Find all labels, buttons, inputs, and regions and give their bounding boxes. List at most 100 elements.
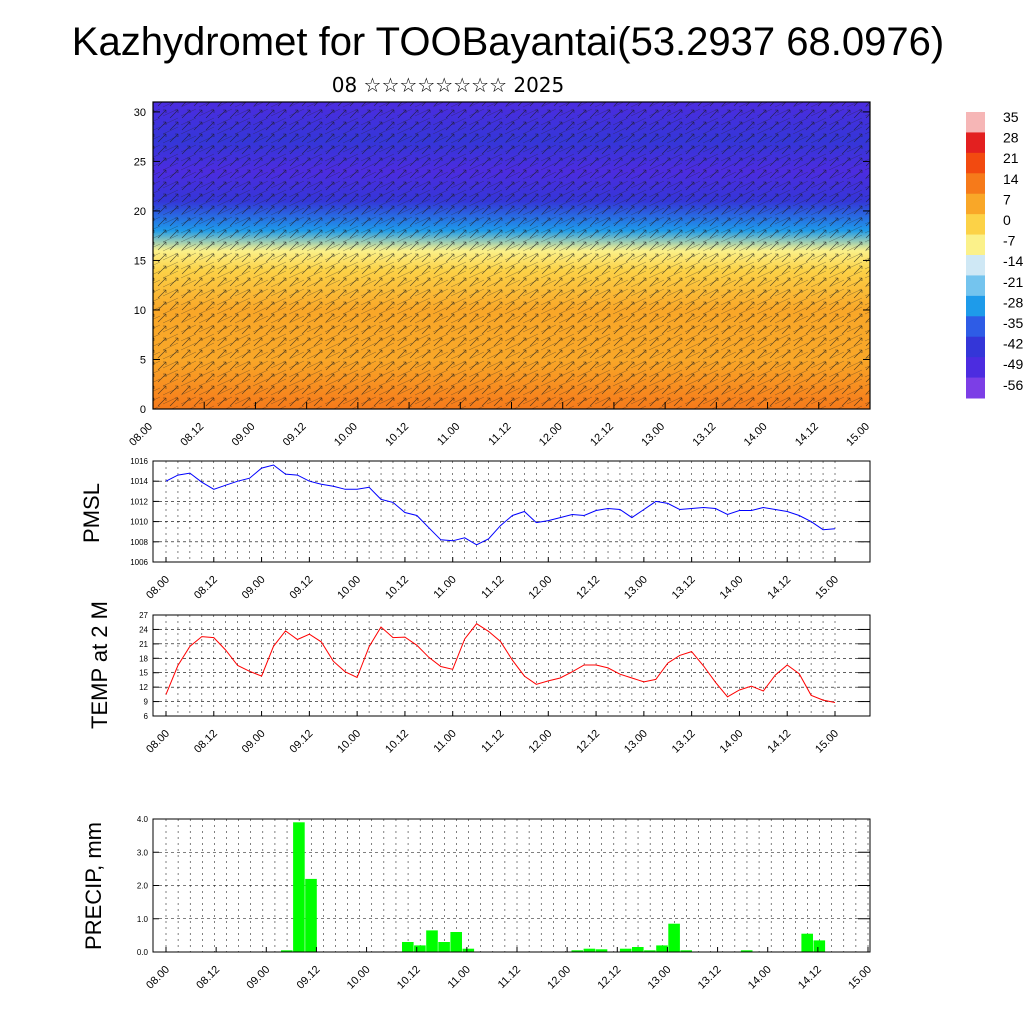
pmsl-series-line: [165, 464, 836, 546]
pmsl-y-axis: 1006 1008 1010 1012 1014 1016: [130, 457, 870, 567]
precip-bar: [632, 947, 644, 952]
pmsl-panel: 1006 1008 1010 1012 1014 1016 08.00 08.12 09.00…: [79, 457, 871, 602]
colorbar-label: 35: [1003, 109, 1019, 125]
section-xtick-label: 12.00: [537, 421, 565, 449]
temp-ytick-label: 15: [139, 669, 148, 678]
section-xtick-label: 09.12: [281, 421, 309, 449]
colorbar-segment: [966, 152, 985, 174]
precip-xtick-label: 12.12: [595, 964, 623, 992]
colorbar-segment: [966, 193, 985, 215]
pmsl-x-axis: 08.00 08.12 09.00 09.12 10.00 10.12 11.00 11.12…: [144, 557, 841, 602]
precip-xtick-label: 09.00: [244, 964, 272, 992]
precip-ytick-label: 2.0: [137, 882, 149, 891]
precip-xtick-label: 10.12: [395, 964, 423, 992]
precip-ylabel: PRECIP, mm: [81, 822, 106, 950]
precip-grid: [153, 818, 870, 953]
precip-xtick-label: 10.00: [345, 964, 373, 992]
section-ytick-label: 25: [134, 156, 146, 168]
section-xtick-label: 13.12: [691, 421, 719, 449]
colorbar-label: 7: [1003, 191, 1011, 207]
pmsl-ytick-label: 1016: [130, 457, 148, 466]
colorbar-segment: [966, 132, 985, 154]
section-y-axis: 0 5 10 15 20 25 30: [134, 107, 870, 416]
temp-x-axis: 08.00 08.12 09.00 09.12 10.00 10.12 11.00 11.12…: [144, 711, 841, 756]
precip-bar: [414, 945, 426, 952]
precip-xtick-label: 11.12: [496, 964, 523, 991]
wind-vectors-secondary: [153, 102, 870, 409]
precip-frame: [152, 818, 871, 953]
section-ytick-label: 30: [134, 107, 146, 119]
temp-xtick-label: 11.12: [479, 728, 506, 755]
colorbar-segment: [966, 357, 985, 379]
pmsl-xtick-label: 08.12: [192, 574, 220, 602]
pmsl-xtick-label: 10.00: [335, 574, 363, 602]
temp-grid: [153, 614, 870, 717]
precip-bar: [813, 940, 826, 952]
pmsl-ytick-label: 1014: [130, 477, 148, 486]
temp-frame: [152, 614, 871, 717]
precip-xtick-label: 15.00: [846, 964, 874, 992]
colorbar-segment: [966, 234, 985, 256]
pmsl-xtick-label: 13.00: [622, 574, 650, 602]
section-xtick-label: 15.00: [844, 421, 872, 449]
precip-y-axis: 0.0 1.0 2.0 3.0 4.0: [137, 815, 870, 957]
temp-ytick-label: 27: [139, 611, 148, 620]
precip-bar: [644, 950, 656, 952]
precip-ytick-label: 3.0: [137, 848, 149, 857]
pmsl-xtick-label: 10.12: [383, 574, 411, 602]
colorbar-label: 21: [1003, 150, 1019, 166]
colorbar-label: -49: [1003, 356, 1023, 372]
precip-xtick-label: 12.00: [545, 964, 573, 992]
section-ytick-label: 20: [134, 206, 146, 218]
pmsl-xtick-label: 12.12: [574, 574, 602, 602]
precip-xtick-label: 09.12: [295, 964, 323, 992]
pmsl-grid: [153, 460, 870, 563]
section-ytick-label: 5: [140, 354, 146, 366]
precip-bar: [619, 948, 632, 952]
precip-xtick-label: 08.12: [194, 964, 222, 992]
precip-bar: [680, 950, 692, 952]
precip-xtick-label: 13.12: [696, 964, 724, 992]
precip-bar: [293, 822, 305, 952]
section-xtick-label: 12.12: [588, 421, 616, 449]
pmsl-ytick-label: 1010: [130, 518, 148, 527]
temp-y-axis: 6 9 12 15 18 21 24 27: [139, 611, 870, 721]
colorbar-segment: [966, 377, 985, 399]
temp-xtick-label: 10.12: [383, 728, 411, 756]
section-xtick-label: 13.00: [639, 421, 667, 449]
temp-xtick-label: 12.12: [574, 728, 602, 756]
precip-bar: [281, 950, 293, 952]
colorbar-segment: [966, 255, 985, 276]
pmsl-frame: [152, 460, 871, 563]
temp-ylabel: TEMP at 2 M: [87, 601, 112, 729]
precip-bar: [656, 945, 668, 952]
section-xtick-label: 11.12: [486, 421, 513, 448]
pmsl-xtick-label: 14.00: [718, 574, 746, 602]
pmsl-xtick-label: 14.12: [765, 574, 793, 602]
precip-ytick-label: 4.0: [137, 815, 149, 824]
pmsl-xtick-label: 11.00: [431, 574, 458, 601]
temp-ytick-label: 24: [139, 625, 148, 634]
pmsl-xtick-label: 15.00: [813, 574, 841, 602]
temp-xtick-label: 14.12: [765, 728, 793, 756]
pmsl-ytick-label: 1006: [130, 558, 148, 567]
colorbar-label: 0: [1003, 212, 1011, 228]
precip-xtick-label: 13.00: [646, 964, 674, 992]
section-ytick-label: 0: [140, 404, 146, 416]
temp-panel: 6 9 12 15 18 21 24 27 08.00 08.12 09.00 09.12 10.00…: [87, 601, 871, 756]
section-xtick-label: 14.12: [793, 421, 821, 449]
precip-bar: [595, 949, 608, 952]
section-xtick-label: 08.12: [178, 421, 206, 449]
precip-bar: [668, 923, 680, 952]
precip-bar: [305, 878, 317, 952]
colorbar-segment: [966, 295, 985, 317]
precip-bar: [740, 950, 753, 952]
precip-bar: [450, 932, 462, 952]
temp-ytick-label: 21: [139, 640, 148, 649]
temp-ytick-label: 9: [144, 698, 149, 707]
colorbar-segment: [966, 316, 985, 338]
pmsl-xtick-label: 09.00: [240, 574, 268, 602]
section-ytick-label: 15: [134, 255, 146, 267]
section-xtick-label: 09.00: [230, 421, 258, 449]
pmsl-xtick-label: 13.12: [670, 574, 698, 602]
